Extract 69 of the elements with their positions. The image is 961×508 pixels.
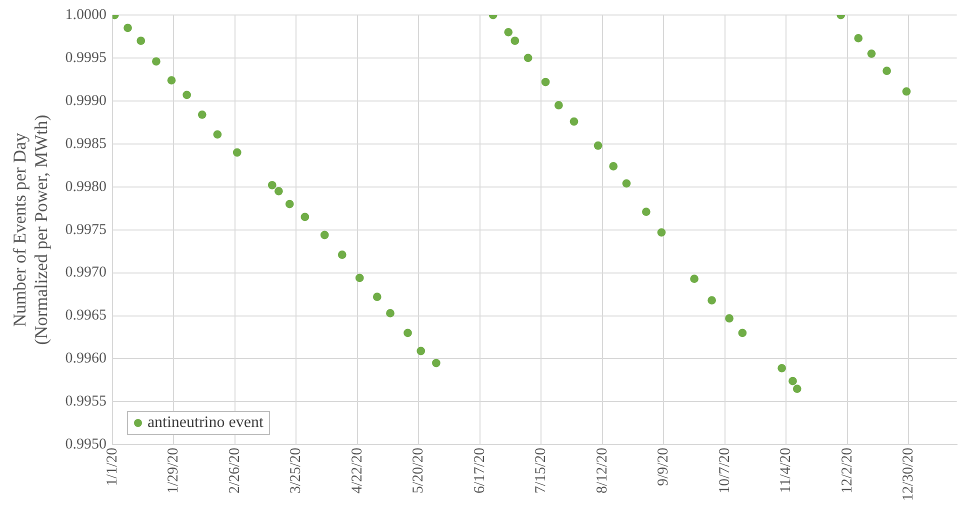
y-tick-label: 0.9985: [65, 136, 106, 152]
point: [725, 314, 734, 323]
x-tick-label: 9/9/20: [656, 448, 672, 486]
point: [788, 376, 797, 386]
y-tick-label: 0.9965: [65, 308, 106, 324]
point: [355, 274, 364, 282]
point: [792, 384, 802, 394]
point: [152, 57, 160, 66]
point: [300, 212, 310, 222]
x-tick-label: 2/26/20: [226, 448, 243, 494]
x-tick-label: 5/20/20: [410, 448, 427, 494]
y-tick-label: 0.9970: [65, 264, 106, 281]
point: [642, 208, 650, 216]
y-tick-label: 0.9950: [65, 436, 106, 453]
point: [854, 34, 863, 42]
y-tick-label: 0.9955: [65, 394, 106, 410]
point: [386, 308, 394, 318]
point: [198, 110, 206, 119]
point: [404, 328, 412, 338]
point: [554, 101, 563, 110]
point: [268, 180, 276, 190]
point: [657, 228, 666, 237]
point: [504, 28, 513, 36]
x-tick-label: 3/25/20: [288, 448, 304, 494]
y-axis-title: Number of Events per Day (Normalized per Power, MWth): [10, 114, 52, 345]
point: [232, 148, 242, 157]
point: [416, 346, 426, 356]
y-tick-label: 0.9960: [65, 350, 106, 367]
legend-label: antineutrino event: [147, 414, 264, 432]
x-tick-label: 12/2/20: [839, 448, 856, 494]
x-tick-label: 8/12/20: [594, 448, 610, 494]
y-tick-label: 1.0000: [65, 6, 106, 23]
point: [338, 250, 346, 259]
x-tick-label: 6/17/20: [472, 448, 488, 494]
point: [541, 78, 550, 86]
y-tick-label: 0.9980: [65, 178, 106, 195]
x-tick-label: 1/29/20: [166, 448, 182, 494]
point: [570, 117, 578, 126]
point: [622, 179, 631, 188]
point: [738, 328, 747, 338]
point: [902, 87, 911, 96]
point: [690, 274, 699, 284]
point: [182, 90, 192, 100]
point: [882, 66, 891, 76]
x-tick-label: 12/30/20: [900, 448, 917, 502]
point: [285, 200, 294, 208]
point: [213, 130, 222, 139]
point: [524, 54, 532, 62]
point: [274, 186, 283, 196]
x-tick-label: 4/22/20: [349, 448, 366, 494]
y-tick-label: 0.9995: [65, 50, 106, 66]
point: [594, 141, 602, 150]
point: [708, 296, 716, 304]
point: [320, 230, 329, 240]
x-tick-label: 10/7/20: [716, 448, 733, 494]
y-tick-label: 0.9975: [65, 222, 106, 238]
point: [167, 76, 176, 85]
x-tick-label: 1/1/20: [104, 448, 120, 486]
x-tick-label: 11/4/20: [778, 448, 794, 493]
point: [432, 358, 440, 368]
x-tick-label: 7/15/20: [533, 448, 550, 494]
point: [609, 162, 618, 170]
point: [136, 36, 146, 45]
point: [510, 36, 520, 45]
point: [867, 49, 876, 58]
point: [372, 292, 382, 302]
y-tick-label: 0.9990: [65, 92, 106, 109]
point: [778, 364, 786, 372]
point: [124, 24, 132, 32]
